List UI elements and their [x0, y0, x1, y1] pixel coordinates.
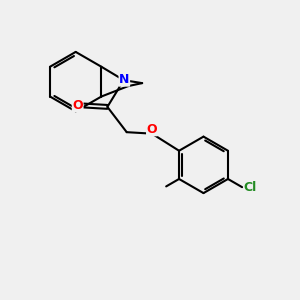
Text: Cl: Cl [244, 181, 257, 194]
Text: O: O [147, 123, 157, 136]
Text: O: O [72, 99, 83, 112]
Text: N: N [119, 73, 130, 86]
